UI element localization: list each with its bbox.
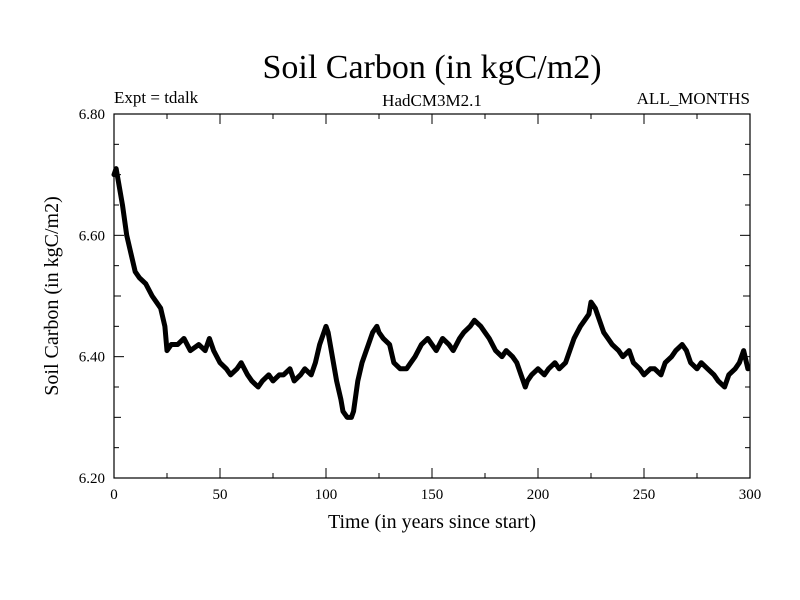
- x-tick-label: 250: [633, 487, 656, 503]
- experiment-label: Expt = tdalk: [114, 88, 199, 107]
- y-axis-tick-labels: 6.20 6.40 6.60 6.80: [79, 107, 105, 487]
- x-tick-label: 100: [315, 487, 338, 503]
- x-tick-label: 0: [110, 487, 118, 503]
- months-label: ALL_MONTHS: [637, 89, 750, 108]
- x-tick-label: 200: [527, 487, 550, 503]
- x-tick-label: 300: [739, 487, 762, 503]
- y-tick-label: 6.60: [79, 228, 105, 244]
- y-tick-label: 6.80: [79, 107, 105, 123]
- y-tick-label: 6.20: [79, 471, 105, 487]
- plot-area: 0 50 100 150 200 250 300 6.20 6.40 6.60 6.80: [79, 107, 762, 503]
- model-label: HadCM3M2.1: [382, 91, 482, 110]
- chart-title: Soil Carbon (in kgC/m2): [262, 49, 601, 86]
- x-tick-label: 150: [421, 487, 444, 503]
- x-tick-label: 50: [213, 487, 228, 503]
- x-axis-label: Time (in years since start): [328, 511, 536, 533]
- series-group: [111, 166, 751, 420]
- y-axis-ticks: [114, 113, 750, 479]
- series-line: [111, 166, 751, 420]
- plot-frame: [113, 113, 751, 479]
- x-axis-tick-labels: 0 50 100 150 200 250 300: [110, 487, 761, 503]
- x-axis-ticks: [113, 114, 751, 478]
- y-tick-label: 6.40: [79, 350, 105, 366]
- y-axis-label: Soil Carbon (in kgC/m2): [41, 196, 63, 395]
